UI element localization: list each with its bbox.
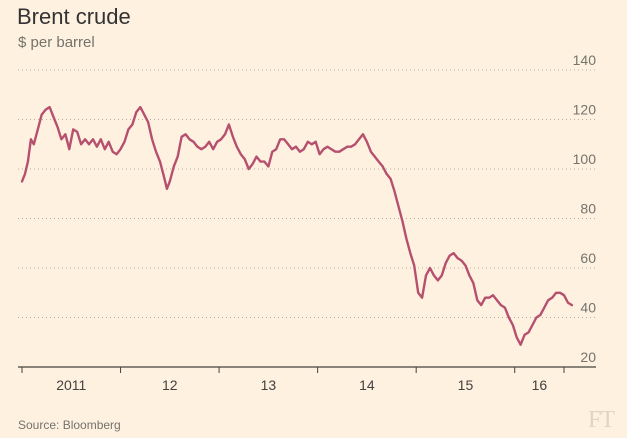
chart-subtitle: $ per barrel xyxy=(18,34,95,51)
x-tick-label: 2011 xyxy=(56,377,86,393)
y-tick-label: 140 xyxy=(573,52,597,68)
x-tick-label: 14 xyxy=(359,377,375,393)
y-tick-label: 40 xyxy=(580,300,596,316)
x-tick-label: 13 xyxy=(261,377,277,393)
line-series xyxy=(20,105,574,346)
grid-lines xyxy=(18,69,596,318)
x-tick-label: 12 xyxy=(162,377,178,393)
y-tick-label: 100 xyxy=(573,151,597,167)
y-tick-label: 20 xyxy=(580,349,596,365)
y-tick-labels: 20 40 60 80 100 120 140 xyxy=(573,52,597,365)
x-tick-label: 15 xyxy=(458,377,474,393)
x-axis xyxy=(18,366,596,373)
y-tick-label: 80 xyxy=(580,201,596,217)
chart-title: Brent crude xyxy=(17,4,131,29)
source-note: Source: Bloomberg xyxy=(18,418,121,432)
x-tick-label: 16 xyxy=(532,377,548,393)
series-line xyxy=(20,105,574,346)
x-tick-labels: 2011 12 13 14 15 16 xyxy=(56,377,547,393)
ft-logo: FT xyxy=(588,407,615,433)
y-tick-label: 60 xyxy=(580,250,596,266)
y-tick-label: 120 xyxy=(573,102,597,118)
